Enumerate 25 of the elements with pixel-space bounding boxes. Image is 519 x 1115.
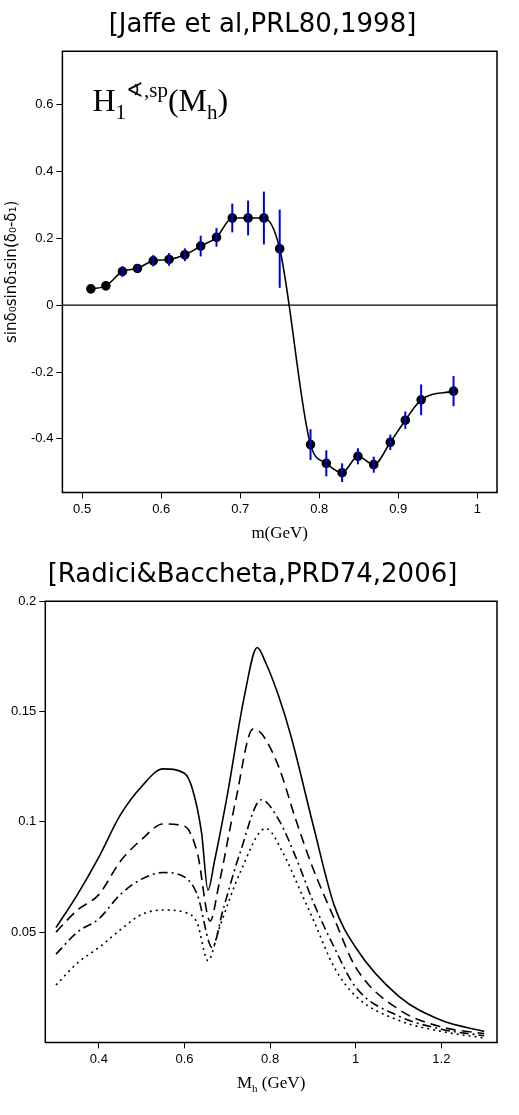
x-tick-label: 0.8	[310, 500, 329, 516]
x-tick-label: 0.8	[261, 1050, 280, 1066]
y-tick-label: 0.6	[35, 96, 54, 112]
y-tick-label: 0	[46, 296, 54, 312]
chart-title: [Radici&Baccheta,PRD74,2006]	[47, 558, 458, 589]
x-tick-label: 1	[473, 500, 481, 516]
x-tick-label: 1	[352, 1050, 360, 1066]
x-tick-label: 0.6	[175, 1050, 194, 1066]
x-tick-label: 0.4	[89, 1050, 108, 1066]
y-tick-label: 0.2	[35, 229, 54, 245]
x-tick-label: 1.2	[432, 1050, 451, 1066]
y-tick-label: 0.2	[18, 592, 37, 608]
chart-title: [Jaffe et al,PRL80,1998]	[108, 8, 417, 39]
y-axis-title: sinδ₀sinδ₁sin(δ₀-δ₁)	[2, 200, 20, 343]
y-tick-label: 0.4	[35, 163, 54, 179]
x-tick-label: 0.5	[73, 500, 92, 516]
x-tick-label: 0.9	[389, 500, 408, 516]
x-axis-title: m(GeV)	[251, 523, 309, 542]
x-tick-label: 0.6	[152, 500, 171, 516]
y-tick-label: 0.15	[10, 703, 37, 719]
y-tick-label: -0.2	[30, 363, 54, 379]
y-tick-label: -0.4	[30, 430, 54, 446]
y-tick-label: 0.1	[18, 813, 37, 829]
x-tick-label: 0.7	[231, 500, 250, 516]
y-tick-label: 0.05	[10, 923, 37, 939]
